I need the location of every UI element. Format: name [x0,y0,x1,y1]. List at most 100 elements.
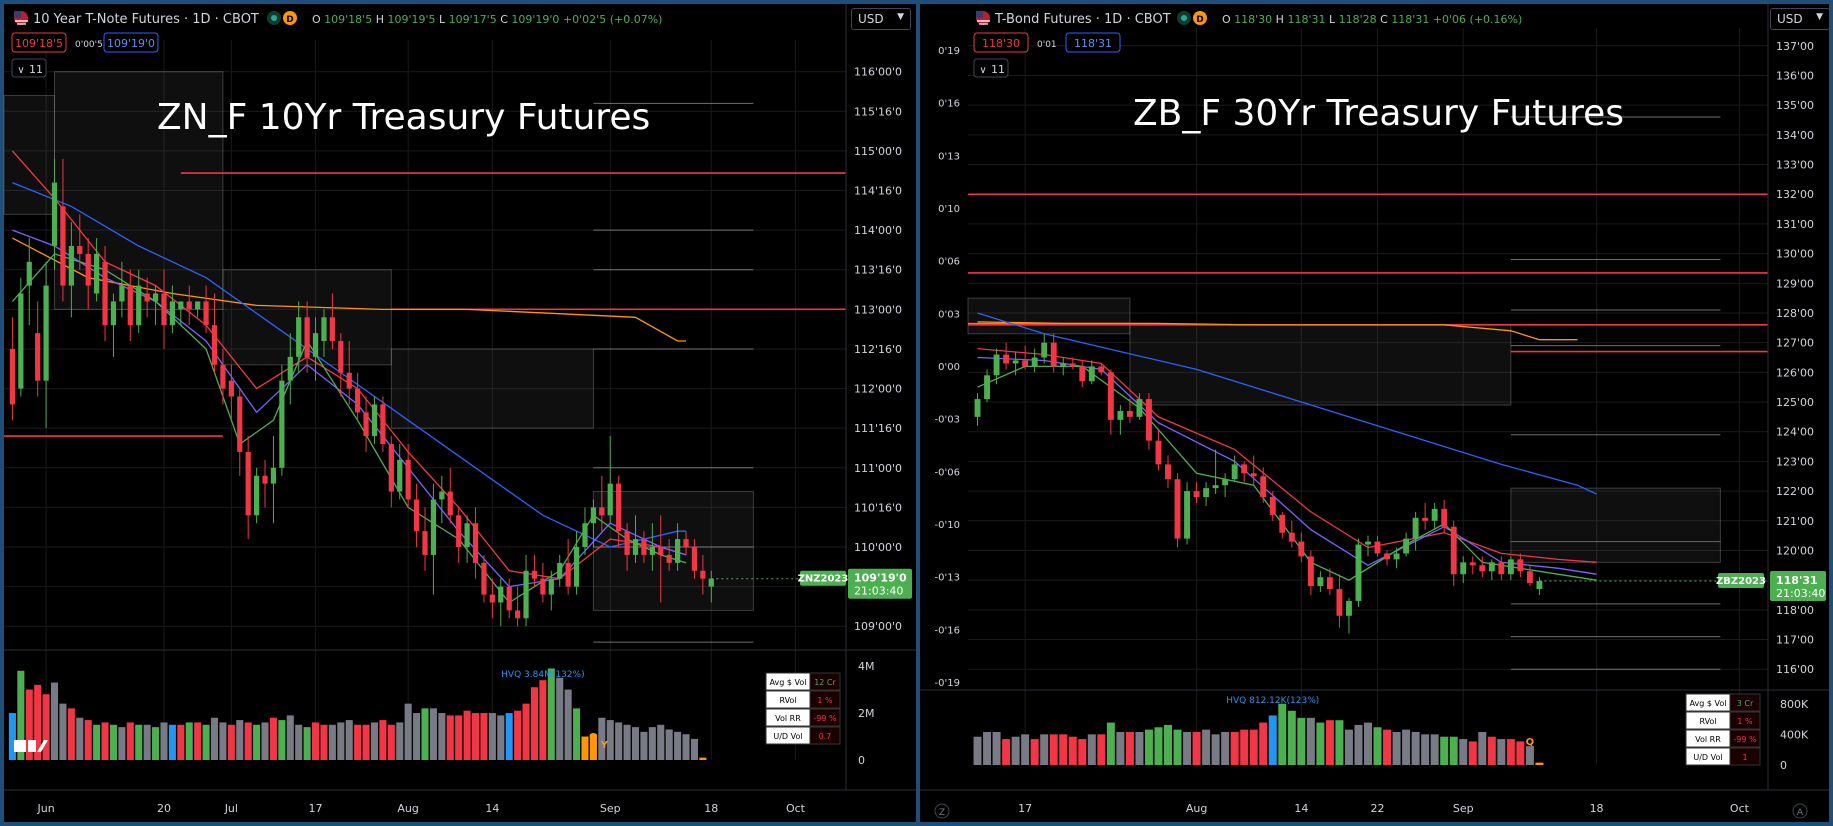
ask-button-bg[interactable] [1065,32,1121,53]
price-tick-label: 114'00'0 [854,224,902,237]
candle-body [464,523,470,548]
vol-stats-row: Vol RR -99 % [765,708,841,727]
symbol-title[interactable]: T-Bond Futures · 1D · CBOT [994,12,1171,27]
bid-button-bg[interactable] [973,32,1029,53]
ohlc-key: O [1222,13,1234,26]
candle-body [1193,491,1200,498]
volume-bar [278,720,286,760]
ask-button-bg[interactable] [103,32,159,53]
vol-stats-value-cell [1729,711,1761,730]
indicators-toggle-bg[interactable] [973,58,1009,78]
volume-bar [657,724,665,760]
candle-body [1517,559,1524,572]
volume-bar [1497,739,1506,765]
volume-bar [623,724,631,760]
candle-body [1412,517,1419,539]
currency-select-right[interactable]: USD ▼ [1770,8,1830,30]
ohlc-readout: O 109'18'5 H 109'19'5 L 109'17'5 C 109'1… [312,13,662,26]
hvq-label: HVQ 812.12K(123%) [1226,696,1319,706]
vol-stats-value: 1 % [1737,717,1753,726]
volume-bar [606,720,614,760]
left-axis-tick-label: -0'06 [935,467,960,478]
volume-bar [354,724,362,760]
bid-button[interactable]: 118'30 [973,32,1029,53]
timezone-button[interactable] [934,803,950,819]
candle-body [363,412,369,437]
left-axis-tick-label: -0'10 [935,520,960,531]
moving-average-line-blue [977,312,1597,495]
candle-body [1355,544,1362,601]
left-axis-tick-label: 0'03 [938,309,960,320]
candle-body [1231,464,1238,480]
volume-bar [210,717,219,760]
ask-button[interactable]: 118'31 [1065,32,1121,53]
vol-stats-value-cell [809,726,841,745]
candle-body [329,317,335,342]
ask-button[interactable]: 109'19'0 [103,32,159,53]
candle [1050,333,1057,373]
candle [1498,556,1505,581]
tradingview-logo [14,740,48,752]
time-tick-label: 20 [157,802,171,815]
volume-bar [1249,729,1258,765]
candle-body [590,507,597,524]
left-axis-tick-label: 0'00 [938,362,960,373]
candle [279,364,285,476]
candle-body [422,531,428,555]
candle [253,467,260,524]
volume-bar [480,713,488,760]
candle-body [1488,562,1495,572]
vol-stats-label: Avg $ Vol [1690,699,1727,708]
candle-body [1155,440,1162,465]
volume-bar [699,757,707,760]
time-tick-label: 18 [704,802,718,815]
volume-bar [1297,717,1306,765]
delayed-data-letter: D [1196,15,1203,25]
candle-body [237,396,243,452]
indicators-toggle-button[interactable]: ∨ 11 [11,58,47,78]
candle-body [1079,366,1086,382]
indicators-toggle-bg[interactable] [11,58,47,78]
volume-bar [1173,729,1182,765]
ohlc-change: +0'06 (+0.16%) [1433,13,1522,26]
candle-body [1003,354,1010,364]
indicators-toggle-button[interactable]: ∨ 11 [973,58,1009,78]
volume-bar [1525,746,1534,765]
candle-body [371,404,378,437]
candle-body [666,554,672,563]
vol-stats-label: Avg $ Vol [770,678,807,687]
bid-button-bg[interactable] [11,32,67,53]
vol-stats-value: -99 % [1733,735,1757,744]
volume-bar [328,724,336,760]
candle [304,301,310,373]
currency-select-left[interactable]: USD ▼ [851,8,911,30]
candle-body [397,459,403,492]
vol-stats-label: U/D Vol [1693,753,1722,762]
volume-bar [177,724,185,760]
candle-body [35,333,41,381]
candle [464,515,470,563]
candle [1355,538,1362,607]
auto-scale-button[interactable] [1792,803,1808,819]
volume-bar [1335,720,1344,765]
vol-stats-row: RVol 1 % [765,690,841,709]
candle-body [1536,581,1543,590]
symbol-title[interactable]: 10 Year T-Note Futures · 1D · CBOT [33,12,259,27]
candle-body [203,301,209,326]
candle [1184,482,1190,545]
candle [1060,357,1067,376]
volume-bar [1449,736,1458,765]
candle [397,444,403,500]
ohlc-value-c: 109'19'0 [511,13,563,26]
bid-button[interactable]: 109'18'5 [11,32,67,53]
ohlc-value-o: 118'30 [1234,13,1276,26]
candle-body [498,586,504,603]
contract-label-badge: ZBZ2023 [1716,573,1766,589]
volume-bar [1002,739,1011,765]
volume-bar [312,722,320,760]
price-tick-label: 110'00'0 [854,541,902,554]
candle [984,369,990,403]
candle-body [1422,517,1429,521]
candle [161,269,167,349]
